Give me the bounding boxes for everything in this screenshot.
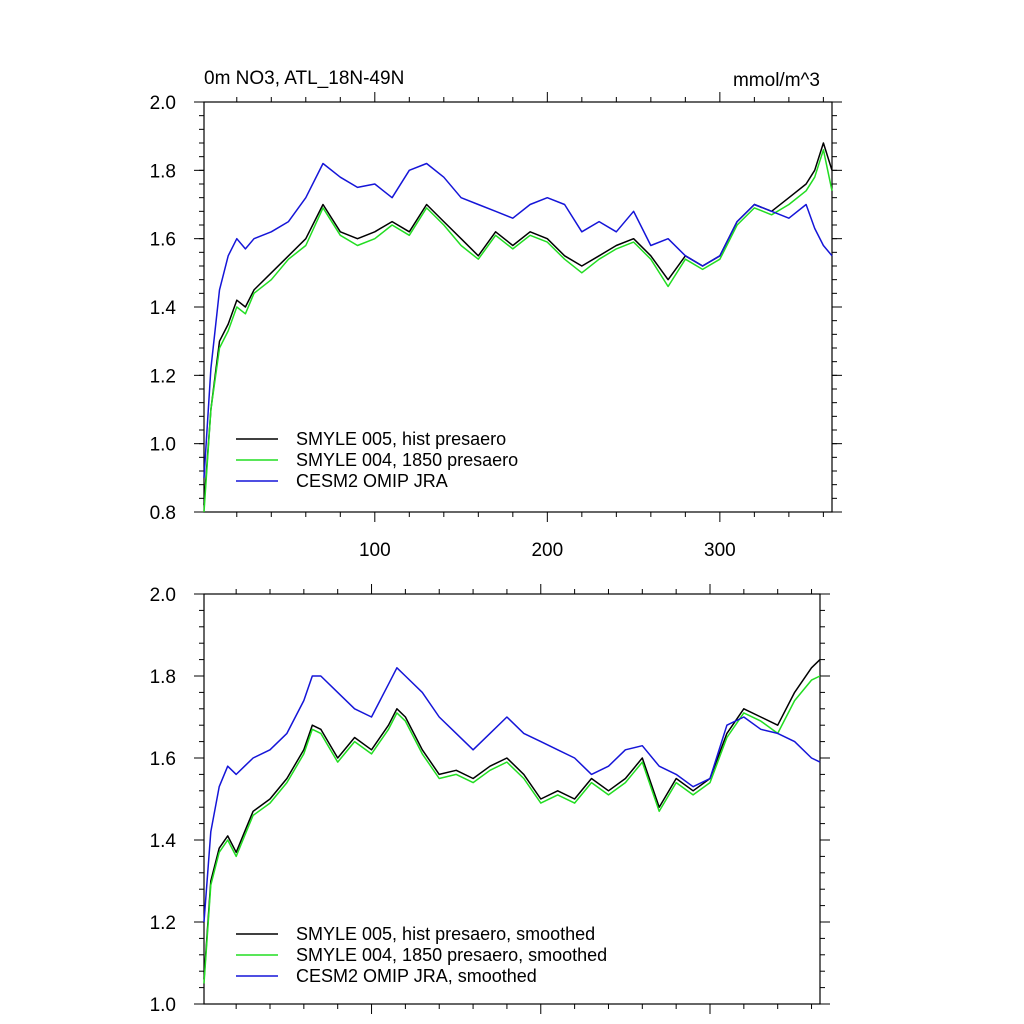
legend-label-2: SMYLE 004, 1850 presaero [296,450,518,470]
bottom-panel: 1.0 1.2 1.4 1.6 1.8 2.0 SMYLE 005, hist presae… [150,584,830,1016]
y-tick-label: 1.2 [150,366,176,387]
y-tick-label: 1.0 [150,435,176,456]
series-line-3 [203,162,833,478]
series-line-3 [203,667,821,923]
y-tick-label: 1.8 [150,667,176,688]
y-tick-label: 1.8 [150,161,176,182]
y-tick-label: 1.2 [150,913,176,934]
x-tick-label: 200 [531,540,563,561]
chart-title: 0m NO3, ATL_18N-49N [204,68,404,89]
series-line-2 [203,675,821,984]
top-panel: 0.8 1.0 1.2 1.4 1.6 1.8 2.0 100 200 300 SMYLE 005,… [150,92,842,561]
y-tick-label: 1.6 [150,230,176,251]
units-label: mmol/m^3 [733,70,820,91]
plot-frame [203,593,821,1005]
y-tick-label: 2.0 [150,93,176,114]
series-line-2 [203,149,833,513]
legend-label-2: SMYLE 004, 1850 presaero, smoothed [296,945,607,965]
y-tick-label: 2.0 [150,585,176,606]
y-tick-label: 1.6 [150,749,176,770]
x-tick-label: 100 [359,540,391,561]
y-tick-label: 1.4 [150,298,177,319]
legend-label-1: SMYLE 005, hist presaero, smoothed [296,924,595,944]
y-tick-label: 1.4 [150,831,177,852]
legend-label-1: SMYLE 005, hist presaero [296,429,506,449]
legend-label-3: CESM2 OMIP JRA [296,471,448,491]
x-tick-label: 300 [704,540,736,561]
y-tick-label: 1.0 [150,995,176,1016]
y-tick-label: 0.8 [150,503,176,524]
legend-label-3: CESM2 OMIP JRA, smoothed [296,966,537,986]
